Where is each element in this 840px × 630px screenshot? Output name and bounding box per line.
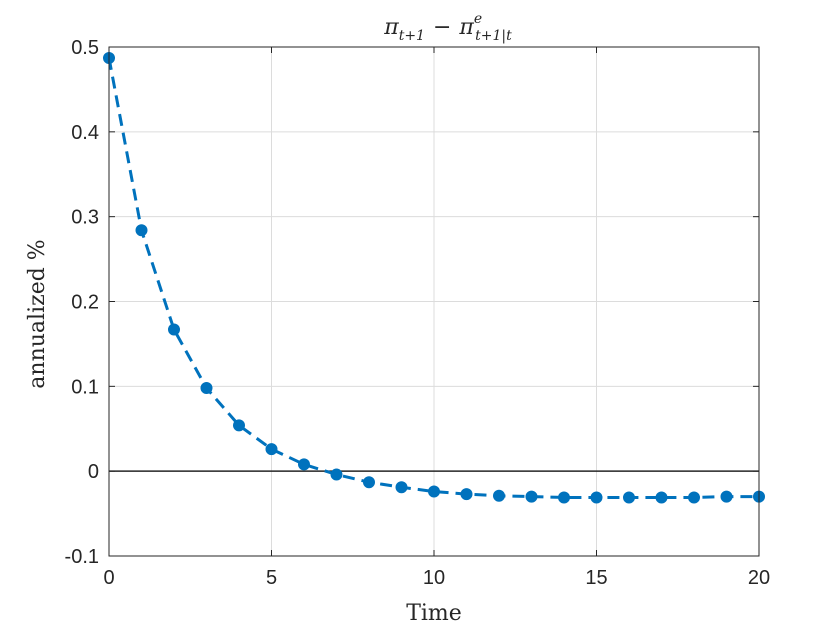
y-axis-label: annualized % — [25, 239, 50, 388]
y-tick-label: 0.3 — [71, 207, 99, 229]
data-point — [265, 443, 278, 456]
data-point — [655, 491, 668, 504]
title-sub-right: t+1|t — [475, 28, 512, 44]
x-tick-label: 20 — [748, 567, 770, 589]
data-point — [623, 491, 635, 504]
data-point — [688, 491, 700, 504]
y-tick-label: -0.1 — [65, 546, 99, 568]
ticks — [108, 46, 760, 557]
x-axis-label: Time — [406, 601, 462, 626]
title-sup-right: e — [474, 11, 482, 27]
y-tick-label: 0.5 — [71, 37, 99, 59]
title-pi-right: π — [458, 15, 474, 40]
x-tick-label: 0 — [103, 567, 114, 589]
data-point — [168, 323, 180, 336]
y-tick-label: 0.2 — [71, 292, 99, 314]
x-tick-label: 15 — [585, 567, 607, 589]
title-minus: − — [433, 15, 451, 40]
chart-title: πt+1− πe t+1|t — [383, 11, 512, 44]
data-point — [720, 490, 733, 503]
y-tick-labels: -0.1 0 0.1 0.2 0.3 0.4 0.5 — [65, 37, 99, 568]
data-point — [395, 481, 408, 494]
title-pi-left: π — [383, 15, 399, 40]
data-point — [558, 491, 570, 504]
x-tick-label: 5 — [266, 567, 277, 589]
x-tick-label: 10 — [423, 567, 445, 589]
data-point — [428, 485, 440, 498]
y-tick-label: 0 — [88, 461, 99, 483]
data-point — [525, 490, 538, 503]
data-point — [460, 488, 473, 501]
data-point — [233, 419, 245, 432]
data-point — [493, 489, 505, 502]
series-line — [107, 57, 759, 499]
data-point — [298, 458, 310, 471]
title-sub-left: t+1 — [399, 28, 425, 44]
data-point — [200, 382, 213, 395]
y-tick-label: 0.1 — [71, 376, 99, 398]
x-tick-labels: 0 5 10 15 20 — [103, 567, 770, 589]
data-point — [135, 224, 148, 237]
data-point — [590, 491, 603, 504]
y-tick-label: 0.4 — [71, 122, 99, 144]
data-point — [363, 476, 375, 489]
data-point — [330, 468, 343, 481]
